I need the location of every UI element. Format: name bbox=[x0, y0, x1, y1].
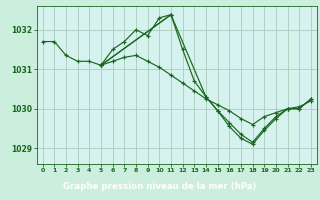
Text: Graphe pression niveau de la mer (hPa): Graphe pression niveau de la mer (hPa) bbox=[63, 182, 257, 191]
